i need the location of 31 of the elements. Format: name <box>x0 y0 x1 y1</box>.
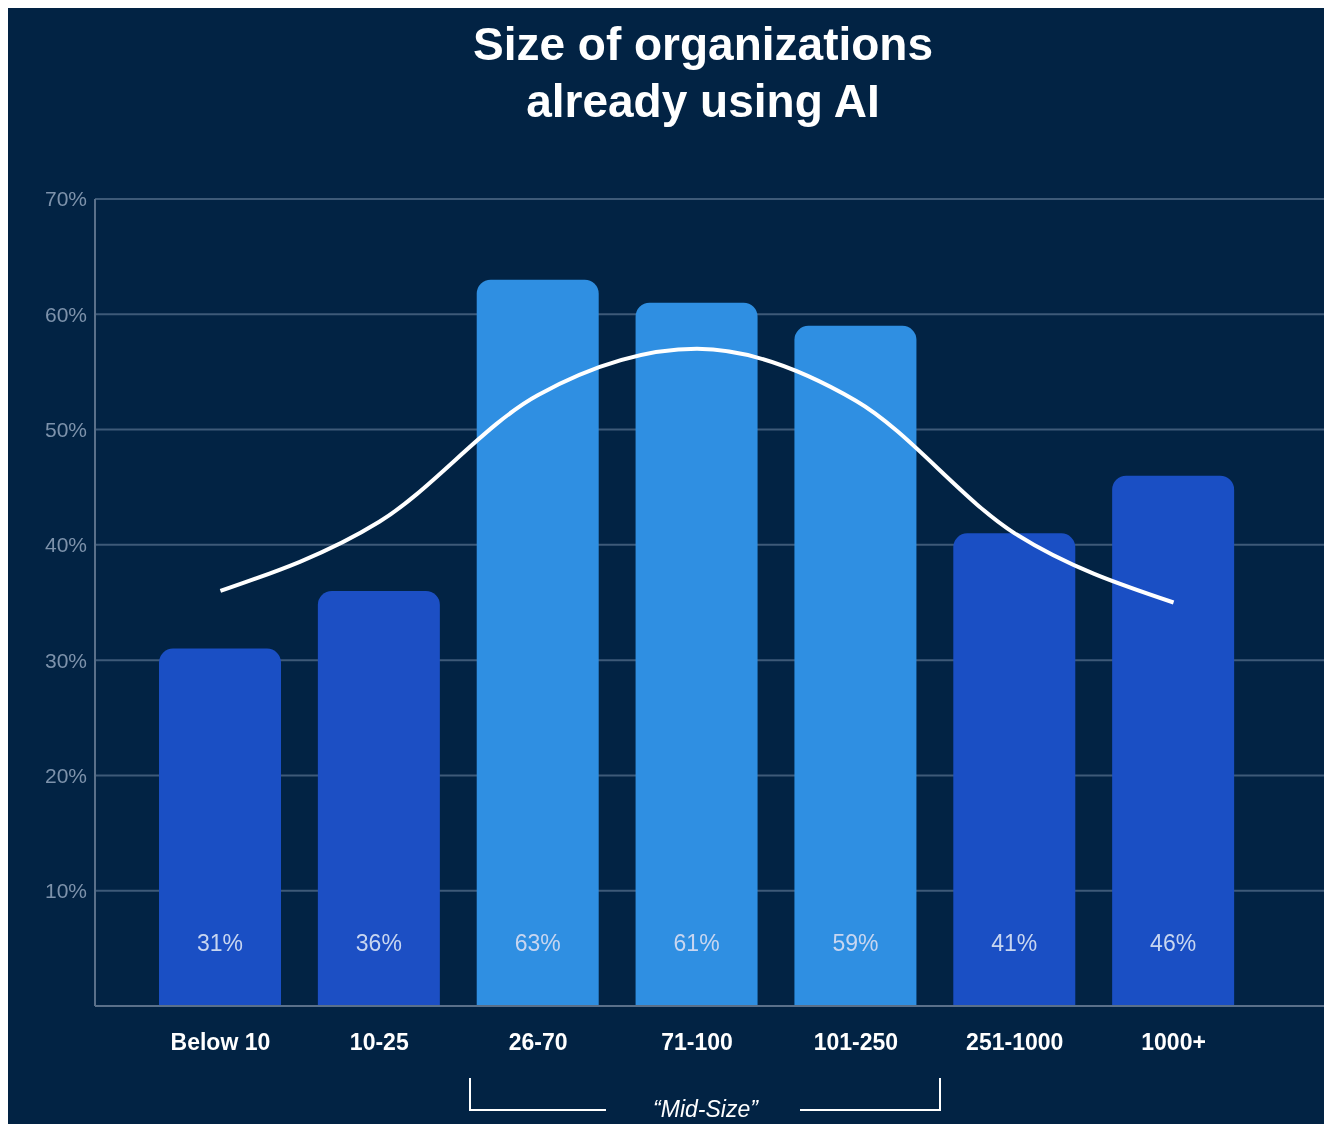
bar <box>953 533 1076 1006</box>
data-label: 63% <box>514 930 561 956</box>
y-tick-label: 20% <box>44 763 87 787</box>
bar <box>159 648 281 1006</box>
data-label: 46% <box>1150 930 1197 956</box>
y-tick-label: 50% <box>44 418 87 442</box>
bar <box>1112 475 1235 1006</box>
bar <box>794 325 917 1006</box>
data-label: 41% <box>991 930 1038 956</box>
x-tick-label: 101-250 <box>813 1029 899 1056</box>
bar <box>317 590 440 1006</box>
y-tick-label: 70% <box>44 187 87 211</box>
y-tick-label: 40% <box>44 533 87 557</box>
chart-title: Size of organizations already using AI <box>471 17 934 129</box>
line-series <box>218 346 1176 605</box>
bar <box>635 302 758 1006</box>
text: “Mid-Size” <box>652 1096 760 1123</box>
x-tick-label: 10-25 <box>349 1029 409 1056</box>
x-tick-label: 26-70 <box>508 1029 568 1056</box>
x-tick-label: 1000+ <box>1141 1029 1206 1056</box>
bar <box>476 279 599 1006</box>
x-tick-label: 71-100 <box>661 1029 733 1056</box>
y-tick-label: 60% <box>44 302 87 326</box>
x-tick-label: 251-1000 <box>966 1029 1064 1056</box>
data-label: 31% <box>196 930 244 956</box>
data-label: 59% <box>832 930 879 956</box>
y-tick-label: 10% <box>44 879 87 903</box>
data-label: 36% <box>355 930 402 956</box>
x-tick-label: Below 10 <box>170 1029 271 1056</box>
y-tick-label: 30% <box>44 648 87 672</box>
data-label: 61% <box>673 930 720 956</box>
